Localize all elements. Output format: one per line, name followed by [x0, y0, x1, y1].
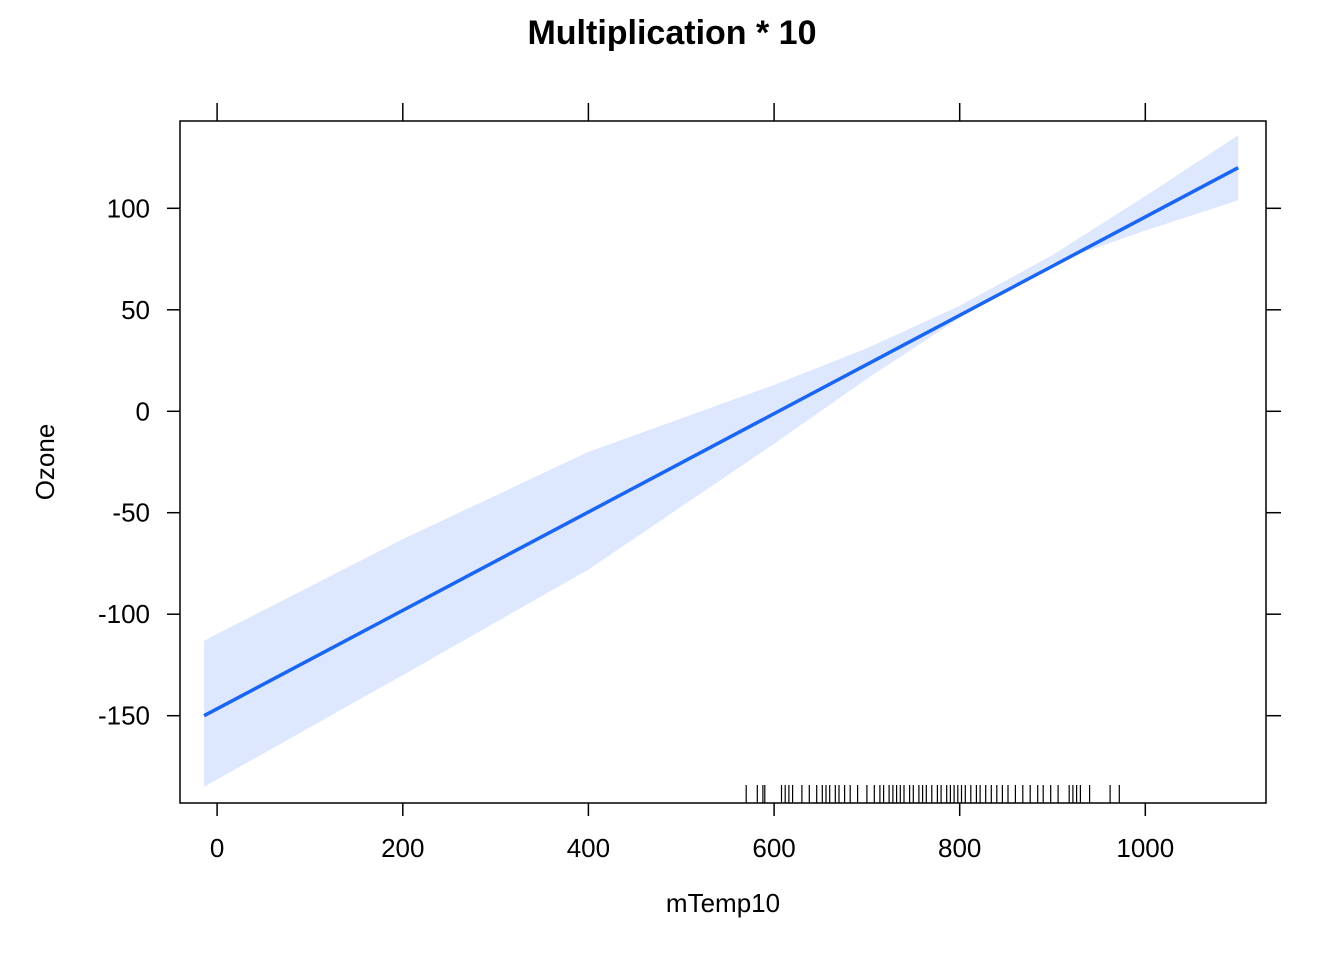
fit-line-layer [203, 166, 1240, 718]
x-tick-label: 200 [381, 833, 424, 863]
y-axis: -150 -100 -50 0 50 100 [98, 193, 1281, 731]
confidence-band-layer [204, 135, 1239, 787]
x-axis: 0 200 400 600 800 1000 [210, 103, 1174, 863]
chart-title: Multiplication * 10 [527, 14, 816, 52]
x-tick-label: 0 [210, 833, 224, 863]
y-tick-label: -150 [98, 701, 150, 731]
y-tick-label: -100 [98, 599, 150, 629]
plot-frame [179, 120, 1267, 804]
x-tick-label: 800 [938, 833, 981, 863]
y-tick-label: 0 [136, 396, 150, 426]
y-axis-label: Ozone [30, 424, 60, 501]
y-tick-label: 50 [121, 295, 150, 325]
x-axis-label: mTemp10 [666, 888, 780, 918]
y-tick-label: -50 [112, 498, 150, 528]
confidence-band [204, 135, 1239, 787]
x-tick-label: 400 [567, 833, 610, 863]
rug-layer [745, 785, 1120, 803]
fit-line [203, 166, 1240, 718]
x-tick-label: 600 [752, 833, 795, 863]
x-tick-label: 1000 [1116, 833, 1174, 863]
y-tick-label: 100 [107, 193, 150, 223]
